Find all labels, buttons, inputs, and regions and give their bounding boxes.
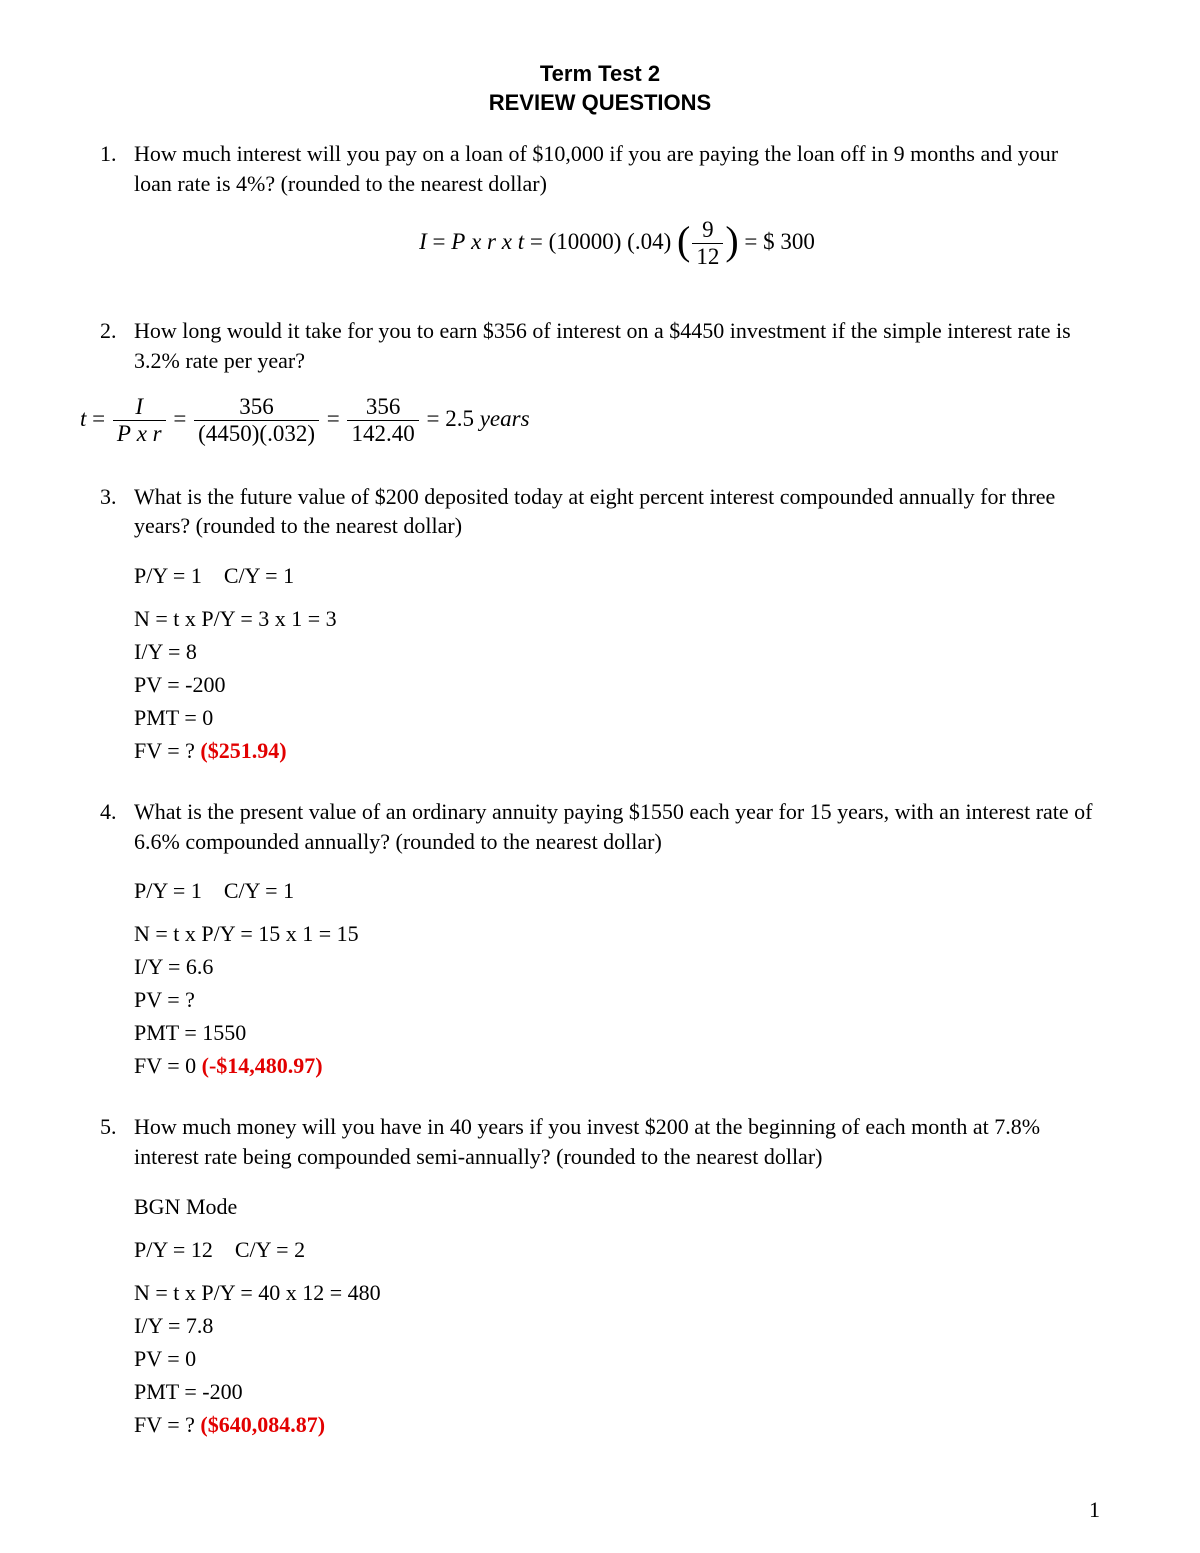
n-row: N = t x P/Y = 15 x 1 = 15 (134, 917, 1100, 950)
question-number: 1. (100, 139, 134, 292)
paren-open: ( (627, 229, 635, 254)
question-body: What is the future value of $200 deposit… (134, 482, 1100, 773)
fraction-denominator: 142.40 (347, 421, 418, 447)
var-t: t (80, 406, 86, 431)
question-text: How much interest will you pay on a loan… (134, 139, 1100, 198)
fv-row: FV = 0 (-$14,480.97) (134, 1049, 1100, 1082)
fv-label: FV = ? (134, 738, 200, 763)
q2-formula: t = I P x r = 356 (4450)(.032) = (80, 394, 1100, 448)
fraction-numerator: 356 (194, 394, 319, 421)
pmt-row: PMT = -200 (134, 1375, 1100, 1408)
fv-row: FV = ? ($640,084.87) (134, 1408, 1100, 1441)
q1-formula: I = P x r x t = (10000) (.04) (912) = $ … (134, 217, 1100, 271)
value-10000: 10000 (556, 229, 614, 254)
pmt-row: PMT = 0 (134, 701, 1100, 734)
question-text: What is the future value of $200 deposit… (134, 482, 1100, 541)
page-header: Term Test 2 REVIEW QUESTIONS (100, 60, 1100, 117)
var-P: P (451, 229, 465, 254)
equals: = (92, 406, 105, 431)
fraction-9-12: 912 (690, 217, 725, 271)
question-number: 4. (100, 797, 134, 1088)
dollar-sign: $ (763, 229, 775, 254)
question-body: What is the present value of an ordinary… (134, 797, 1100, 1088)
iy-row: I/Y = 6.6 (134, 950, 1100, 983)
answer-value: 2.5 (445, 406, 474, 431)
var-r: r (487, 229, 496, 254)
fv-answer: ($251.94) (200, 738, 286, 763)
question-body: How much interest will you pay on a loan… (134, 139, 1100, 292)
n-row: N = t x P/Y = 3 x 1 = 3 (134, 602, 1100, 635)
fraction-numerator: 356 (347, 394, 418, 421)
fv-answer: (-$14,480.97) (202, 1053, 323, 1078)
question-body: How long would it take for you to earn $… (134, 316, 1100, 457)
fraction-denominator: 12 (692, 244, 723, 270)
q3-work: P/Y = 1 C/Y = 1 N = t x P/Y = 3 x 1 = 3 … (134, 559, 1100, 767)
fraction-356-142: 356 142.40 (345, 394, 420, 448)
page-number: 1 (1089, 1497, 1100, 1523)
iy-row: I/Y = 8 (134, 635, 1100, 668)
equals: = (744, 229, 757, 254)
question-body: How much money will you have in 40 years… (134, 1112, 1100, 1446)
equals: = (173, 406, 186, 431)
question-number: 3. (100, 482, 134, 773)
question-1: 1. How much interest will you pay on a l… (100, 139, 1100, 292)
question-list: 1. How much interest will you pay on a l… (100, 139, 1100, 1447)
fv-answer: ($640,084.87) (200, 1412, 325, 1437)
paren-close: ) (614, 229, 622, 254)
fv-row: FV = ? ($251.94) (134, 734, 1100, 767)
py-cy-row: P/Y = 1 C/Y = 1 (134, 874, 1100, 907)
q4-work: P/Y = 1 C/Y = 1 N = t x P/Y = 15 x 1 = 1… (134, 874, 1100, 1082)
header-line-1: Term Test 2 (100, 60, 1100, 89)
times: x (502, 229, 512, 254)
pmt-row: PMT = 1550 (134, 1016, 1100, 1049)
question-text: How long would it take for you to earn $… (134, 316, 1100, 375)
iy-row: I/Y = 7.8 (134, 1309, 1100, 1342)
question-3: 3. What is the future value of $200 depo… (100, 482, 1100, 773)
equals: = (433, 229, 446, 254)
py-cy-row: P/Y = 12 C/Y = 2 (134, 1233, 1100, 1266)
fv-label: FV = 0 (134, 1053, 202, 1078)
fraction-denominator: (4450)(.032) (194, 421, 319, 447)
times: x (471, 229, 481, 254)
n-row: N = t x P/Y = 40 x 12 = 480 (134, 1276, 1100, 1309)
value-04: .04 (635, 229, 664, 254)
var-I: I (419, 229, 427, 254)
answer-value: 300 (780, 229, 815, 254)
pv-row: PV = -200 (134, 668, 1100, 701)
equals: = (530, 229, 543, 254)
var-t: t (518, 229, 524, 254)
pv-row: PV = ? (134, 983, 1100, 1016)
question-text: What is the present value of an ordinary… (134, 797, 1100, 856)
question-5: 5. How much money will you have in 40 ye… (100, 1112, 1100, 1446)
unit-years: years (480, 406, 530, 431)
document-page: Term Test 2 REVIEW QUESTIONS 1. How much… (0, 0, 1200, 1553)
mode-row: BGN Mode (134, 1190, 1100, 1223)
question-number: 5. (100, 1112, 134, 1446)
equals: = (426, 406, 439, 431)
question-2: 2. How long would it take for you to ear… (100, 316, 1100, 457)
fraction-denominator: P x r (113, 421, 166, 447)
paren-close: ) (664, 229, 672, 254)
q5-work: BGN Mode P/Y = 12 C/Y = 2 N = t x P/Y = … (134, 1190, 1100, 1441)
fraction-I-Pxr: I P x r (111, 394, 168, 448)
fraction-numerator: 9 (692, 217, 723, 244)
fv-label: FV = ? (134, 1412, 200, 1437)
py-cy-row: P/Y = 1 C/Y = 1 (134, 559, 1100, 592)
equals: = (327, 406, 340, 431)
fraction-numerator: I (113, 394, 166, 421)
pv-row: PV = 0 (134, 1342, 1100, 1375)
fraction-356-4450: 356 (4450)(.032) (192, 394, 321, 448)
question-text: How much money will you have in 40 years… (134, 1112, 1100, 1171)
question-4: 4. What is the present value of an ordin… (100, 797, 1100, 1088)
header-line-2: REVIEW QUESTIONS (100, 89, 1100, 118)
